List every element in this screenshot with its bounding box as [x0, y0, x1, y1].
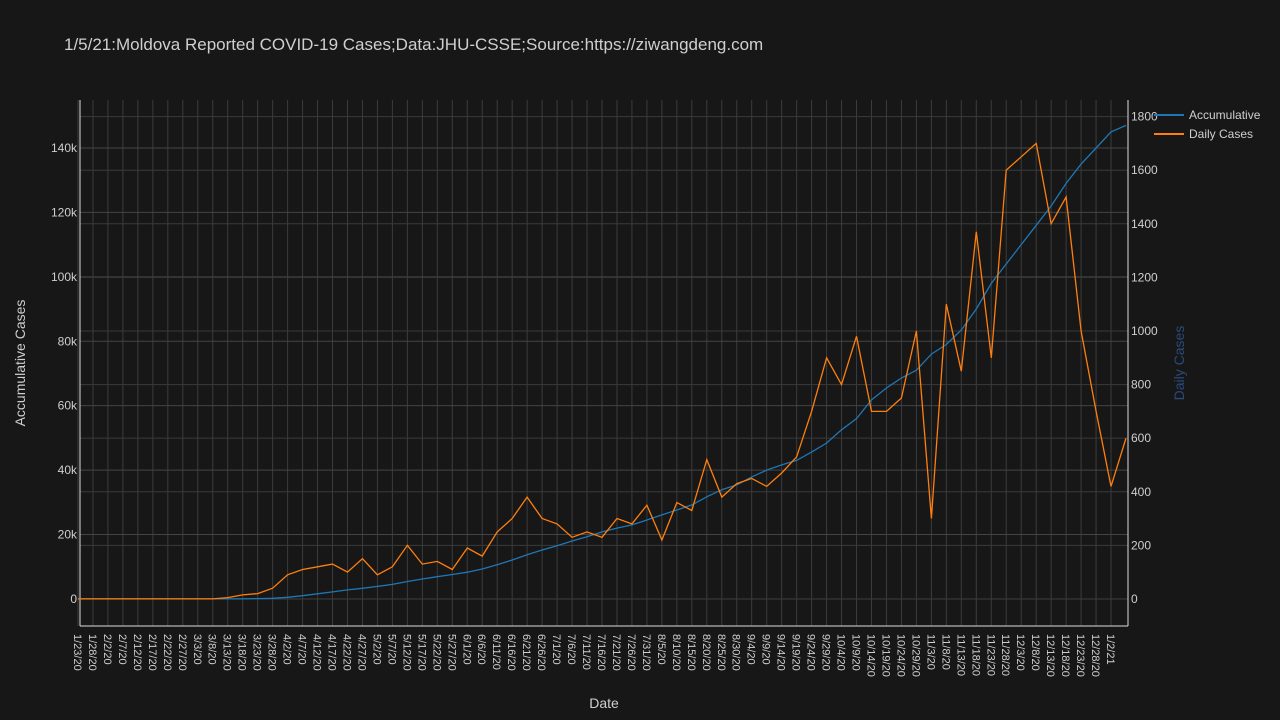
x-tick-label: 11/23/20	[984, 634, 996, 676]
x-tick-label: 8/25/20	[715, 634, 727, 671]
y2-tick-label: 0	[1131, 592, 1138, 606]
x-tick-label: 3/23/20	[251, 634, 263, 671]
x-tick-label: 12/13/20	[1044, 634, 1056, 677]
y2-tick-label: 400	[1131, 485, 1151, 499]
x-tick-label: 8/5/20	[655, 634, 667, 665]
y2-axis-title: Daily Cases	[1171, 326, 1187, 401]
x-tick-label: 8/10/20	[670, 634, 682, 671]
x-tick-label: 11/3/20	[924, 634, 936, 670]
x-tick-label: 8/30/20	[730, 634, 742, 671]
x-tick-label: 12/8/20	[1029, 634, 1041, 671]
y-tick-label: 140k	[51, 141, 78, 155]
y-tick-label: 80k	[58, 334, 78, 348]
x-tick-label: 10/14/20	[864, 634, 876, 677]
x-tick-label: 9/24/20	[805, 634, 817, 671]
x-tick-label: 7/1/20	[550, 634, 562, 665]
y2-tick-label: 1600	[1131, 163, 1158, 177]
x-tick-label: 5/12/20	[400, 634, 412, 671]
series-line	[78, 124, 1127, 600]
y2-tick-label: 600	[1131, 431, 1151, 445]
y-tick-label: 20k	[58, 528, 78, 542]
x-tick-label: 6/11/20	[490, 634, 502, 670]
x-tick-label: 9/4/20	[745, 634, 757, 665]
x-tick-label: 1/23/20	[71, 634, 83, 671]
x-tick-label: 11/28/20	[999, 634, 1011, 676]
y-tick-label: 120k	[51, 205, 78, 219]
x-tick-label: 12/18/20	[1059, 634, 1071, 677]
x-tick-label: 4/22/20	[340, 634, 352, 671]
x-tick-label: 3/3/20	[191, 634, 203, 665]
x-tick-label: 10/9/20	[850, 634, 862, 671]
x-tick-label: 2/2/20	[101, 634, 113, 665]
y-tick-label: 0	[70, 592, 77, 606]
x-tick-label: 12/28/20	[1089, 634, 1101, 677]
x-tick-label: 5/17/20	[415, 634, 427, 671]
x-tick-label: 10/29/20	[909, 634, 921, 677]
x-tick-label: 9/19/20	[790, 634, 802, 671]
y2-tick-label: 200	[1131, 538, 1151, 552]
x-tick-label: 7/31/20	[640, 634, 652, 671]
x-tick-label: 9/9/20	[760, 634, 772, 665]
x-tick-label: 6/6/20	[475, 634, 487, 665]
x-tick-label: 11/8/20	[939, 634, 951, 670]
y-tick-label: 60k	[58, 399, 78, 413]
legend-label: Daily Cases	[1189, 127, 1253, 141]
x-tick-label: 7/21/20	[610, 634, 622, 671]
x-tick-label: 6/1/20	[460, 634, 472, 665]
x-tick-label: 10/4/20	[835, 634, 847, 671]
x-tick-label: 5/2/20	[370, 634, 382, 665]
x-tick-label: 5/27/20	[445, 634, 457, 671]
x-tick-label: 9/29/20	[820, 634, 832, 671]
x-tick-label: 5/22/20	[430, 634, 442, 671]
x-tick-label: 7/11/20	[580, 634, 592, 670]
chart-title: 1/5/21:Moldova Reported COVID-19 Cases;D…	[64, 35, 763, 54]
y2-tick-label: 1400	[1131, 217, 1158, 231]
y-tick-label: 40k	[58, 463, 78, 477]
y-axis-title: Accumulative Cases	[12, 300, 28, 427]
x-tick-label: 12/23/20	[1074, 634, 1086, 677]
x-tick-label: 2/22/20	[161, 634, 173, 671]
y2-tick-label: 1000	[1131, 324, 1158, 338]
x-tick-label: 2/17/20	[146, 634, 158, 671]
x-tick-label: 12/3/20	[1014, 634, 1026, 671]
x-tick-label: 4/7/20	[296, 634, 308, 665]
x-tick-label: 9/14/20	[775, 634, 787, 671]
x-tick-label: 3/28/20	[266, 634, 278, 671]
series-line	[78, 142, 1127, 600]
x-tick-label: 5/7/20	[385, 634, 397, 665]
y2-tick-label: 1800	[1131, 110, 1158, 124]
x-tick-label: 2/12/20	[131, 634, 143, 671]
x-tick-label: 7/26/20	[625, 634, 637, 671]
x-tick-label: 11/13/20	[954, 634, 966, 676]
x-tick-label: 4/27/20	[355, 634, 367, 671]
y2-tick-label: 800	[1131, 378, 1151, 392]
x-tick-label: 10/24/20	[894, 634, 906, 677]
x-tick-label: 6/21/20	[520, 634, 532, 671]
x-tick-label: 1/2/21	[1104, 634, 1116, 665]
x-tick-label: 4/2/20	[281, 634, 293, 665]
x-tick-label: 3/13/20	[221, 634, 233, 671]
x-tick-label: 4/17/20	[326, 634, 338, 671]
x-tick-label: 1/28/20	[86, 634, 98, 671]
x-tick-label: 11/18/20	[969, 634, 981, 676]
x-tick-label: 8/20/20	[700, 634, 712, 671]
y-tick-label: 100k	[51, 270, 78, 284]
x-tick-label: 10/19/20	[879, 634, 891, 677]
x-tick-label: 6/26/20	[535, 634, 547, 671]
x-tick-label: 8/15/20	[685, 634, 697, 671]
y2-tick-label: 1200	[1131, 270, 1158, 284]
x-tick-label: 6/16/20	[505, 634, 517, 671]
x-tick-label: 4/12/20	[311, 634, 323, 671]
x-tick-label: 2/27/20	[176, 634, 188, 671]
legend-label: Accumulative	[1189, 108, 1261, 122]
x-tick-label: 7/6/20	[565, 634, 577, 665]
x-tick-label: 2/7/20	[116, 634, 128, 665]
x-tick-label: 7/16/20	[595, 634, 607, 671]
x-tick-label: 3/8/20	[206, 634, 218, 665]
x-axis-title: Date	[589, 695, 619, 711]
x-tick-label: 3/18/20	[236, 634, 248, 671]
